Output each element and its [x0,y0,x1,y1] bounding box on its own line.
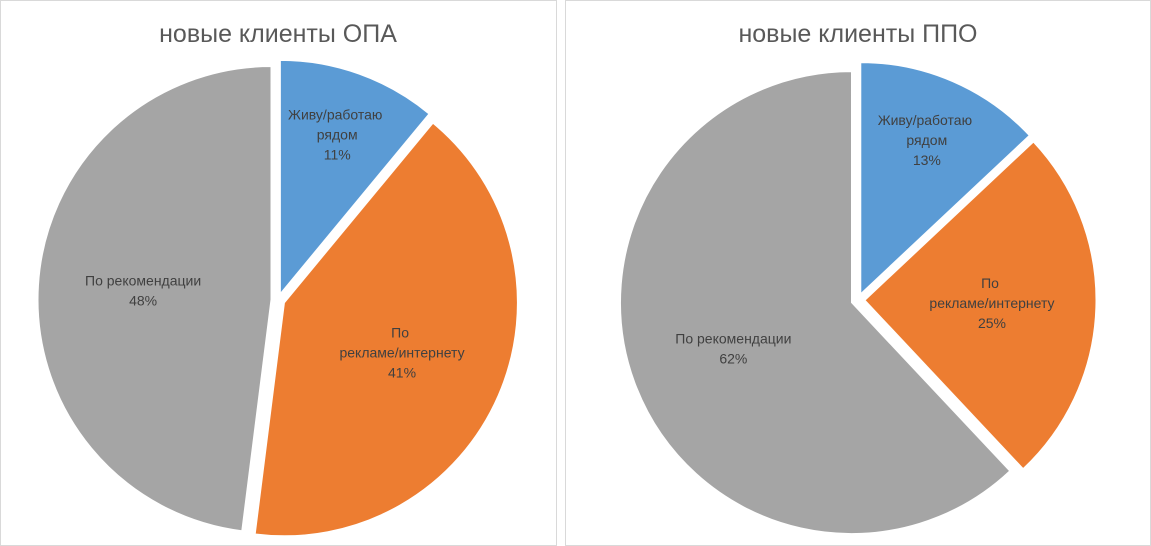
chart-title: новые клиенты ППО [738,20,977,48]
data-label: 48% [129,293,157,309]
pie-slice [254,122,518,537]
slice-category: Живу/работаю рядом [288,107,386,143]
pie-slice [860,62,1030,295]
pie-slice [619,71,1011,535]
slice-category: Живу/работаю рядом [878,112,976,148]
pie-slice [37,66,272,532]
data-label: 11% [324,147,351,163]
data-label: 41% [388,365,416,381]
slice-category: По рекламе/интернету [339,325,464,361]
data-label: 62% [719,350,747,366]
slice-category: По рекомендации [85,273,201,289]
pie-slice [279,59,430,295]
pie-slice [864,141,1097,470]
slice-category: По рекомендации [675,330,791,346]
slice-category: По рекламе/интернету [929,275,1054,311]
chart-title: новые клиенты ОПА [159,20,397,48]
data-label: 25% [978,315,1006,331]
data-label: 13% [913,152,941,168]
